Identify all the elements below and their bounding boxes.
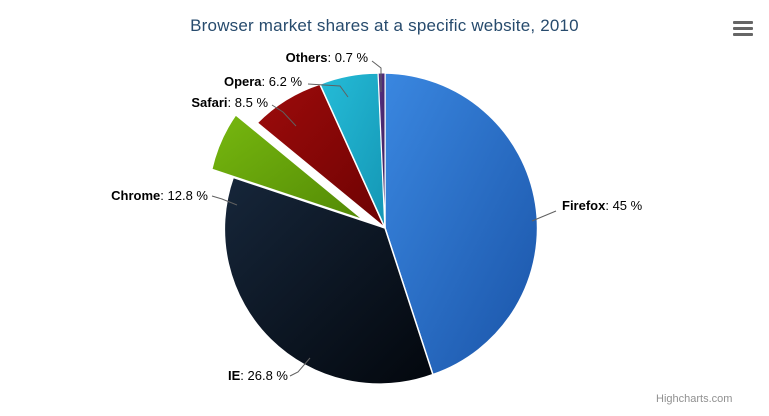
connector-safari [271,104,297,127]
data-label-ie-value: : 26.8 % [240,368,288,383]
data-label-chrome: Chrome: 12.8 % [30,189,208,203]
menu-bar-bottom [733,33,753,36]
pie-slice-chrome-group[interactable] [210,113,364,221]
pie-slice-chrome[interactable] [210,113,364,221]
data-label-firefox-name: Firefox [562,198,606,213]
data-label-safari-name: Safari [191,95,228,110]
data-label-opera: Opera: 6.2 % [130,75,302,89]
data-label-others-value: : 0.7 % [327,50,368,65]
data-label-others-name: Others [285,50,328,65]
credits-link[interactable]: Highcharts.com [656,393,733,405]
data-label-safari: Safari: 8.5 % [100,96,268,110]
data-label-chrome-name: Chrome [111,188,161,203]
data-label-opera-name: Opera [223,74,262,89]
connector-opera [307,83,349,98]
connector-firefox [531,210,557,222]
connector-others [371,60,382,92]
chart-title: Browser market shares at a specific webs… [190,16,579,35]
connector-chrome [211,195,238,206]
menu-bar-middle [733,27,753,30]
data-label-ie: IE: 26.8 % [118,369,288,383]
data-label-firefox-value: : 45 % [605,198,643,213]
data-label-others: Others: 0.7 % [210,51,368,65]
menu-bar-top [733,21,753,24]
data-label-ie-name: IE [228,368,241,383]
hamburger-menu-icon[interactable] [731,18,755,40]
connector-ie [289,357,311,377]
pie-slice-ie[interactable] [223,176,434,385]
data-label-opera-value: : 6.2 % [261,74,302,89]
data-label-chrome-value: : 12.8 % [160,188,208,203]
data-label-firefox: Firefox: 45 % [562,199,642,213]
pie-slice-others[interactable] [377,72,386,229]
data-label-safari-value: : 8.5 % [227,95,268,110]
pie-slice-firefox[interactable] [384,72,539,376]
